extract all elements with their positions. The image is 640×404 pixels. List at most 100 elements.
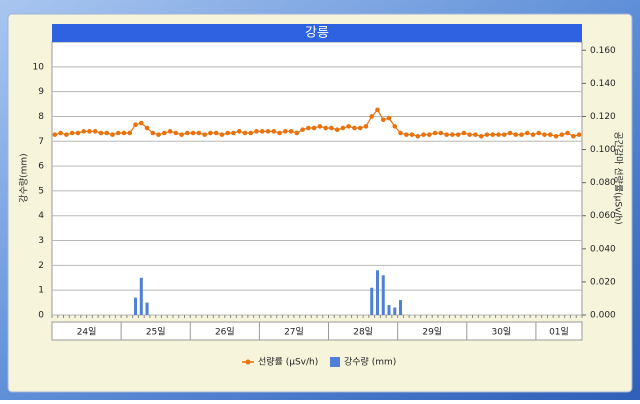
dose-point: [392, 124, 398, 129]
y-tick-label: 3: [38, 236, 44, 246]
dose-point: [150, 130, 156, 136]
y-tick-label: 5: [38, 186, 44, 196]
y-tick-label: 6: [38, 162, 44, 172]
y2-tick-label: 0.120: [590, 112, 616, 122]
dose-point: [64, 132, 69, 137]
dose-point: [565, 130, 570, 136]
dose-point: [248, 130, 254, 136]
dose-point: [271, 129, 277, 134]
dose-point: [190, 130, 196, 136]
y-axis-label: 강수량(mm): [18, 153, 30, 202]
dose-point: [133, 122, 138, 128]
dose-point: [530, 132, 536, 137]
x-tick-label: 30일: [491, 327, 511, 338]
dose-point: [213, 130, 219, 136]
dose-point: [225, 130, 231, 136]
dose-point: [75, 130, 81, 136]
dose-point: [490, 132, 496, 137]
dose-point: [283, 129, 288, 134]
dose-point: [179, 132, 184, 137]
legend-label: 선량률 (µSv/h): [258, 356, 318, 368]
dose-point: [478, 134, 484, 139]
dose-point: [427, 132, 432, 137]
dose-point: [110, 132, 115, 137]
dose-point: [542, 132, 547, 137]
title-bar: [52, 24, 582, 42]
x-tick-label: 01일: [549, 327, 569, 338]
dose-point: [484, 132, 490, 137]
y2-tick-label: 0.160: [590, 46, 616, 56]
chart-title: 강릉: [305, 26, 329, 41]
dose-point: [571, 134, 576, 139]
dose-point: [450, 132, 455, 137]
y-tick-label: 1: [38, 286, 44, 296]
dose-point: [438, 130, 444, 136]
dose-point: [167, 129, 173, 134]
dose-point: [386, 115, 392, 121]
dose-point: [121, 130, 127, 136]
rain-bar: [134, 297, 138, 315]
dose-point: [265, 129, 271, 134]
y2-tick-label: 0.100: [590, 145, 616, 155]
dose-point: [501, 132, 507, 137]
dose-point: [559, 132, 565, 137]
y-tick-label: 4: [38, 211, 44, 221]
x-tick-label: 24일: [77, 327, 97, 338]
dose-point: [277, 130, 282, 136]
dose-point: [357, 125, 363, 131]
y-tick-label: 2: [38, 261, 44, 271]
dose-point: [87, 129, 92, 134]
y-tick-label: 9: [38, 87, 44, 97]
dose-point: [236, 129, 242, 134]
dose-point: [369, 114, 375, 119]
dose-point: [219, 132, 225, 137]
plot-area: [51, 41, 583, 316]
dose-point: [173, 130, 179, 136]
dose-point: [409, 132, 415, 137]
dose-point: [196, 130, 202, 136]
dose-point: [69, 130, 75, 136]
dose-point: [524, 130, 530, 136]
dose-point: [548, 132, 553, 137]
x-tick-label: 25일: [146, 327, 166, 338]
rain-bar: [393, 307, 397, 315]
dose-point: [242, 130, 248, 136]
y2-tick-label: 0.000: [590, 311, 616, 321]
dose-point: [323, 125, 328, 131]
dose-point: [536, 130, 542, 136]
dose-point: [162, 130, 167, 136]
rain-bar: [399, 300, 403, 315]
dose-point: [496, 132, 501, 137]
dose-point: [507, 130, 513, 136]
dose-point: [415, 134, 421, 139]
dose-point: [58, 130, 63, 136]
x-tick-label: 29일: [422, 327, 442, 338]
dose-point: [375, 107, 380, 113]
dose-point: [208, 130, 213, 136]
y2-axis-label: 공간감마 선량률(µSv/h): [613, 131, 625, 224]
dose-point: [352, 125, 357, 131]
dose-point: [467, 132, 472, 137]
dose-point: [115, 130, 121, 136]
dose-point: [346, 124, 351, 129]
dose-point: [553, 134, 559, 139]
dose-point: [334, 127, 340, 132]
dose-point: [104, 130, 110, 136]
dose-point: [421, 132, 426, 137]
dose-point: [432, 130, 438, 136]
y-tick-label: 7: [38, 137, 44, 147]
rain-bar: [381, 275, 385, 315]
x-tick-label: 27일: [284, 327, 304, 338]
dose-point: [300, 127, 305, 132]
dose-point: [363, 124, 369, 129]
legend-swatch: [330, 357, 340, 367]
dose-point: [513, 132, 519, 137]
y-tick-label: 10: [33, 62, 45, 72]
dose-point: [380, 117, 386, 123]
dose-point: [306, 125, 311, 131]
dose-point: [288, 129, 294, 134]
y2-tick-label: 0.060: [590, 211, 616, 221]
legend-dot: [245, 359, 251, 365]
rain-bar: [370, 287, 374, 315]
